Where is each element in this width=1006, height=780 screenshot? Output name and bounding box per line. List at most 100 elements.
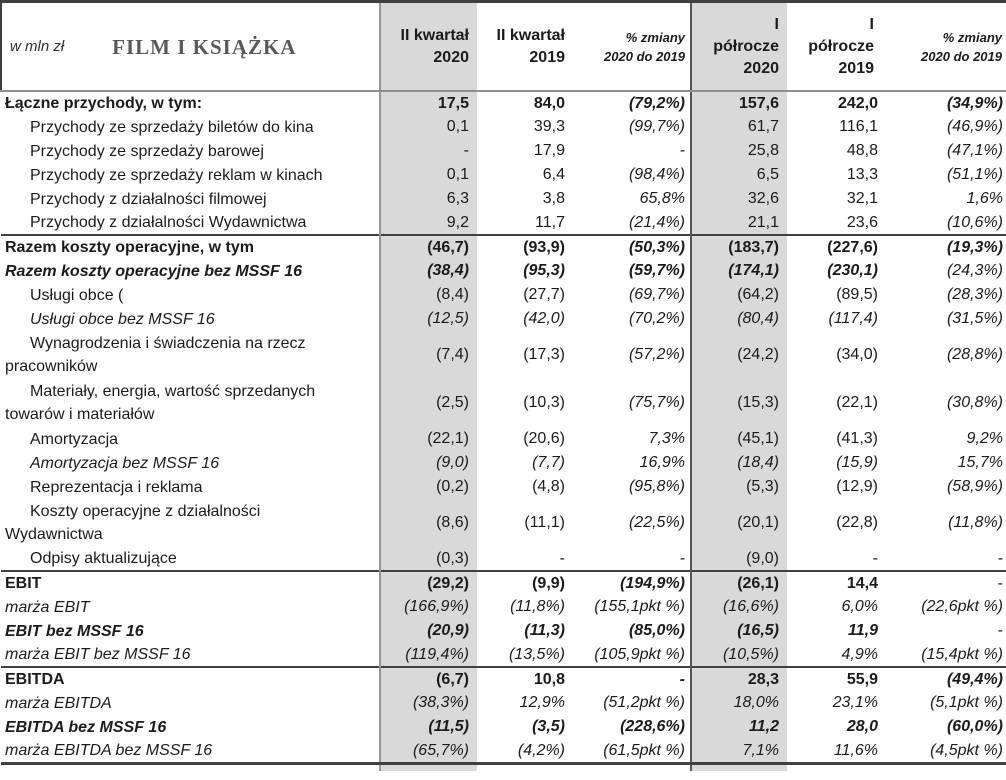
row-label: Usługi obce ( [30,286,124,304]
table-row: Przychody ze sprzedaży barowej -17,9-25,8… [1,139,1006,163]
value-cell: 28,0 [846,718,878,735]
value-cell: 23,6 [846,213,878,231]
table-row: Łączne przychody, w tym: 17,5 84,0 (79,2%) 1… [1,91,1006,115]
value-cell: (155,1pkt %) [594,598,685,615]
row-label: marża EBITDA bez MSSF 16 [5,742,213,759]
table-row: Materiały, energia, wartość sprzedanych … [1,379,1006,427]
table-row: Amortyzacja (22,1) (20,6) 7,3% (45,1) (41,3) 9… [1,427,1006,451]
value-cell: (12,9) [836,478,878,495]
value-cell: - [559,549,565,567]
value-cell: 0,1 [379,163,477,187]
value-cell: (22,6pkt %) [921,598,1003,615]
value-cell: (98,4%) [628,166,685,183]
value-cell: (20,6) [523,430,565,447]
value-cell: 65,8% [639,190,685,207]
value-cell: 55,9 [787,666,882,691]
value-cell: 16,9% [639,454,685,471]
table-row: Reprezentacja i reklama (0,2) (4,8) (95,8%)… [1,475,1006,499]
value-cell: 23,1% [832,694,878,711]
value-cell: (28,8%) [946,346,1003,363]
value-cell: (99,7%) [628,118,685,135]
value-cell: (105,9pkt %) [594,645,685,663]
table-row: Razem koszty operacyjne bez MSSF 16 (38,4… [1,259,1006,283]
value-cell: 18,0% [690,691,787,715]
value-cell: 14,4 [787,570,882,595]
value-cell: 6,5 [690,163,787,187]
value-cell: (9,0) [690,547,787,571]
value-cell: - [872,549,878,567]
value-cell: (7,4) [379,331,477,379]
value-cell: (10,3) [523,394,565,411]
value-cell: 10,8 [477,666,573,691]
page-title: FILM I KSIĄŻKA [112,34,297,59]
value-cell: (11,5) [379,715,477,739]
value-cell: (0,3) [379,547,477,571]
value-cell: (30,8%) [946,394,1003,411]
value-cell: 6,3 [379,187,477,211]
value-cell: (11,8%) [948,514,1003,531]
value-cell: - [679,142,685,159]
row-label: marża EBIT bez MSSF 16 [5,646,191,663]
column-header: II kwartał 2019 [477,1,573,92]
row-label: Odpisy aktualizujące [30,550,177,567]
value-cell: (21,4%) [628,213,685,231]
value-cell: (26,1) [690,570,787,595]
table-row: Odpisy aktualizujące (0,3) - - (9,0) - - [1,547,1006,571]
value-cell: (0,2) [379,475,477,499]
value-cell: (27,7) [523,286,565,303]
value-cell: (8,4) [379,283,477,307]
value-cell: (58,9%) [946,478,1003,495]
value-cell: - [882,570,1006,595]
row-label: Razem koszty operacyjne, w tym [1,234,380,259]
value-cell: 11,6% [833,741,878,759]
value-cell: (3,5) [532,718,565,735]
row-label: Przychody ze sprzedaży biletów do kina [30,118,314,136]
value-cell: 32,6 [690,187,787,211]
value-cell: 15,7% [957,454,1003,471]
value-cell: 28,3 [690,666,787,691]
value-cell: (183,7) [690,234,787,259]
value-cell: 9,2 [379,211,477,235]
header-row: w mln zł FILM I KSIĄŻKA II kwartał 2020 II… [0,1,1006,92]
value-cell: (80,4) [690,307,787,331]
value-cell: 7,1% [690,739,787,764]
value-cell: (69,7%) [628,286,685,303]
value-cell: (8,6) [379,499,477,547]
row-label: Amortyzacja [30,430,119,448]
value-cell: (51,2pkt %) [603,694,685,711]
table-row: Amortyzacja bez MSSF 16 (9,0) (7,7) 16,9% (1… [1,451,1006,475]
value-cell: (29,2) [379,570,477,595]
value-cell: (17,3) [523,346,565,363]
row-label: Przychody ze sprzedaży barowej [30,142,264,160]
value-cell: 12,9% [519,694,565,711]
value-cell: (61,5pkt %) [603,741,685,759]
footer-cell [477,762,573,771]
value-cell: (5,1pkt %) [930,694,1003,711]
value-cell: (6,7) [379,666,477,691]
value-cell: (7,7) [532,454,565,471]
value-cell: - [997,622,1003,639]
value-cell: (19,3%) [882,234,1006,259]
value-cell: (34,0) [836,346,878,363]
value-cell: 242,0 [837,94,878,112]
row-label: Amortyzacja bez MSSF 16 [30,454,220,472]
value-cell: 13,3 [846,166,878,183]
value-cell: 6,0% [841,598,878,615]
row-label: Wynagrodzenia i świadczenia na rzecz pra… [5,335,306,375]
footer-cell [379,762,477,771]
value-cell: (20,9) [379,619,477,643]
row-label: EBITDA [1,666,380,691]
value-cell: (59,7%) [628,262,685,279]
value-cell: (119,4%) [379,643,477,667]
value-cell: (49,4%) [882,666,1006,691]
value-cell: (89,5) [836,286,878,303]
table-header: w mln zł FILM I KSIĄŻKA II kwartał 2020 II… [0,1,1006,92]
value-cell: (75,7%) [628,394,685,411]
value-cell: 21,1 [690,211,787,235]
table-row: marża EBITDA (38,3%) 12,9% (51,2pkt %) 18,0%… [1,691,1006,715]
value-cell: (194,9%) [573,570,691,595]
value-cell: (42,0) [523,310,565,327]
value-cell: (38,4) [379,259,477,283]
